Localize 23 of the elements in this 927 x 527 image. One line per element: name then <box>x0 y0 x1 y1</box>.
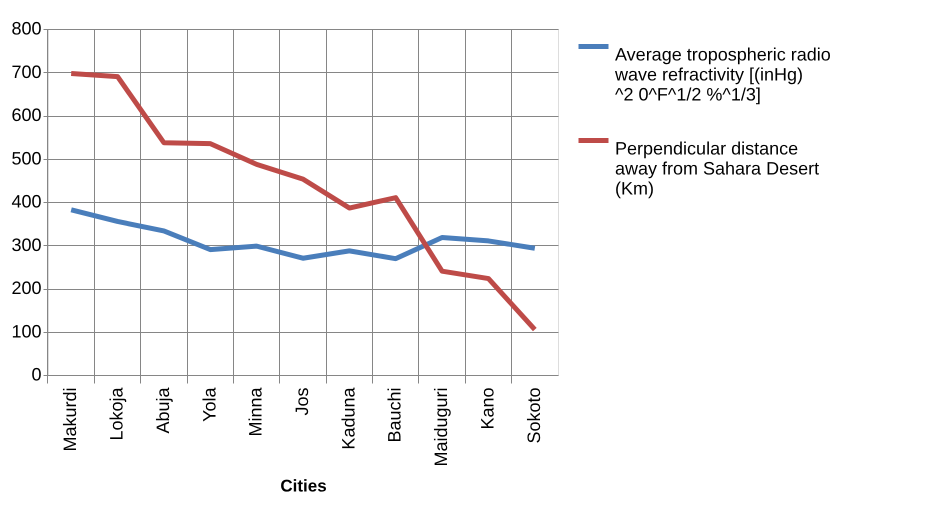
x-axis-title: Cities <box>280 476 327 496</box>
y-tick-label: 500 <box>11 148 42 168</box>
y-tick-label: 100 <box>11 321 42 342</box>
legend-label: Perpendicular distance away from Sahara Desert (Km) <box>615 138 820 198</box>
x-tick-label: Kano <box>477 388 498 430</box>
x-tick-label: Jos <box>292 388 312 416</box>
x-tick-label: Abuja <box>152 386 173 434</box>
y-tick-label: 800 <box>11 18 42 38</box>
x-tick-label: Kaduna <box>338 386 358 450</box>
x-tick-label: Maiduguri <box>431 388 452 467</box>
y-tick-label: 0 <box>31 364 42 384</box>
legend-label: Average tropospheric radio wave refractivity [(inHg) ^2 0^F^1/2 %^1/3] <box>614 44 831 104</box>
x-tick-label: Yola <box>199 386 220 422</box>
x-tick-label: Sokoto <box>524 388 544 444</box>
y-tick-label: 400 <box>11 192 42 212</box>
x-tick-label: Lokoja <box>106 386 127 441</box>
x-tick-label: Bauchi <box>384 388 405 443</box>
y-tick-label: 300 <box>11 234 42 255</box>
y-tick-label: 200 <box>11 278 42 298</box>
y-tick-label: 700 <box>11 62 42 82</box>
y-tick-label: 600 <box>11 105 42 125</box>
x-tick-label: Minna <box>246 386 266 437</box>
x-tick-label: Makurdi <box>60 388 80 452</box>
